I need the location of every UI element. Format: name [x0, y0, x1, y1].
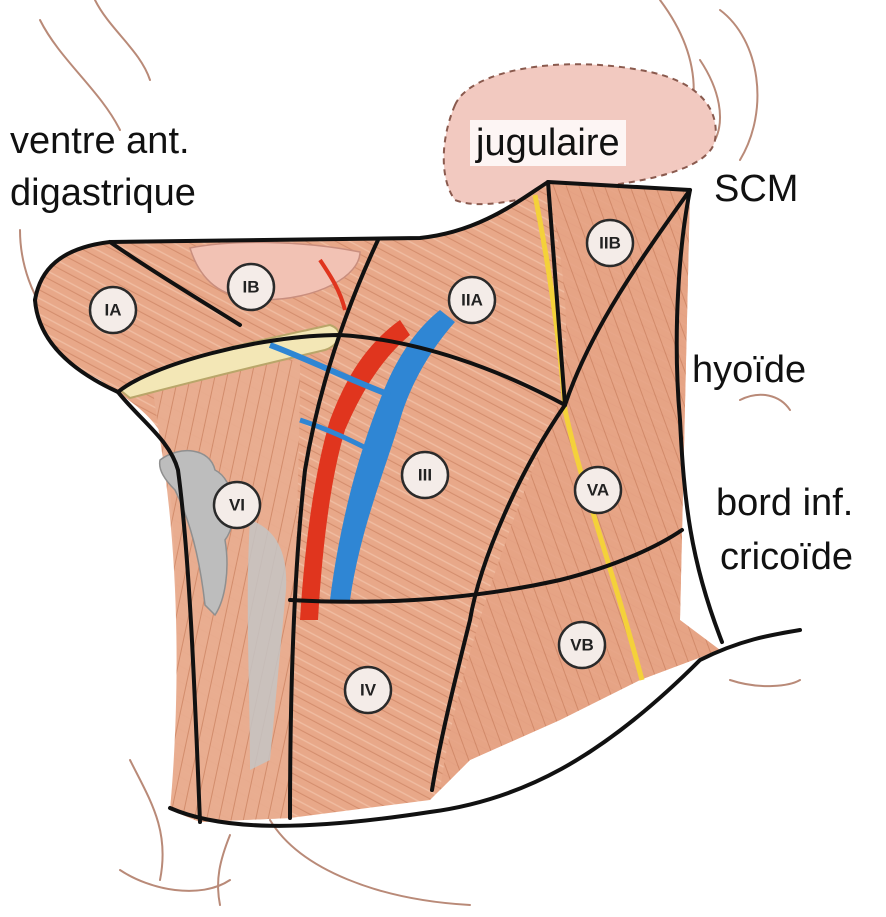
level-ib-label: IB	[243, 278, 260, 297]
level-vi-label: VI	[229, 496, 245, 515]
scm-label: SCM	[714, 168, 799, 210]
level-iib-label: IIB	[599, 234, 621, 253]
skin-outline	[19, 0, 801, 906]
level-iii-marker: III	[400, 450, 450, 500]
cricoid-label-line1: bord inf.	[716, 482, 854, 524]
level-vi-marker: VI	[212, 480, 262, 530]
jugular-label: jugulaire	[470, 120, 626, 166]
digastric-label-line2: digastrique	[10, 172, 196, 214]
level-va-marker: VA	[573, 465, 623, 515]
internal-jugular-vein	[330, 310, 455, 600]
cricoid-label-line2: cricoïde	[720, 536, 854, 578]
level-iia-marker: IIA	[447, 275, 497, 325]
laryngeal-cartilage	[158, 450, 235, 617]
level-iia-label: IIA	[461, 291, 483, 310]
level-ib-marker: IB	[226, 262, 276, 312]
level-iv-marker: IV	[343, 665, 393, 715]
facial-artery	[318, 258, 347, 311]
level-ia-marker: IA	[88, 285, 138, 335]
level-ia-label: IA	[105, 301, 122, 320]
level-vb-label: VB	[570, 636, 594, 655]
superior-thyroid-vein	[299, 417, 372, 453]
level-iii-label: III	[418, 466, 432, 485]
digastric-label-line1: ventre ant.	[10, 120, 190, 162]
level-vb-marker: VB	[557, 620, 607, 670]
trachea	[247, 520, 287, 770]
level-va-label: VA	[587, 481, 609, 500]
hyoid-label: hyoïde	[692, 349, 807, 391]
level-iib-marker: IIB	[585, 218, 635, 268]
level-boundaries	[33, 180, 802, 828]
level-iv-label: IV	[360, 681, 377, 700]
level-markers: IA IB IIA IIB III IV VA VB	[88, 218, 635, 715]
accessory-nerve	[532, 194, 645, 681]
